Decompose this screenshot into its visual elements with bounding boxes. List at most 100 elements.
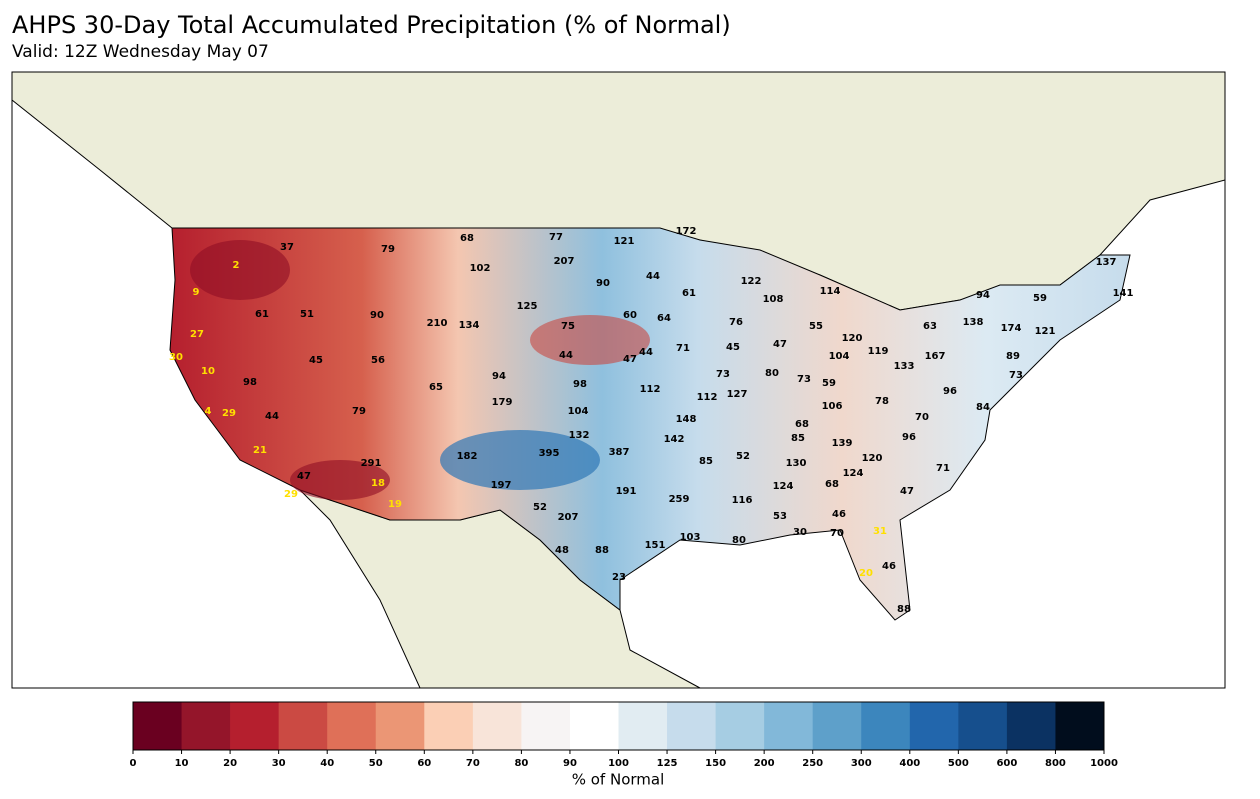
station-label: 134 [459,320,480,331]
station-label: 59 [822,378,836,389]
station-label: 53 [773,511,787,522]
colorbar-tick-label: 50 [369,758,383,769]
station-label: 259 [669,494,690,505]
station-label: 60 [623,310,637,321]
station-label: 44 [646,271,660,282]
colorbar-bin [1006,702,1056,750]
colorbar-tick-label: 0 [130,758,137,769]
colorbar-tick-label: 600 [996,758,1017,769]
station-label: 47 [900,486,914,497]
station-label: 79 [352,406,366,417]
station-label: 124 [843,468,864,479]
subtitle: Valid: 12Z Wednesday May 07 [12,42,269,62]
colorbar-bin [181,702,231,750]
station-label: 61 [682,288,696,299]
us-precip [169,227,1131,621]
colorbar-bin [861,702,911,750]
wet-area [440,430,600,490]
station-label: 68 [795,419,809,430]
colorbar-tick-label: 100 [608,758,629,769]
station-label: 19 [388,499,402,510]
station-label: 75 [561,321,575,332]
station-label: 395 [539,448,560,459]
station-label: 20 [859,568,873,579]
station-label: 139 [832,438,853,449]
station-label: 108 [763,294,784,305]
station-label: 98 [573,379,587,390]
station-label: 167 [925,351,946,362]
title: AHPS 30-Day Total Accumulated Precipitat… [12,11,731,39]
station-label: 98 [243,377,257,388]
station-label: 71 [936,463,950,474]
colorbar-tick-label: 80 [514,758,528,769]
station-label: 73 [1009,370,1023,381]
station-label: 79 [381,244,395,255]
station-label: 103 [680,532,701,543]
colorbar-bin [472,702,522,750]
colorbar-bin [375,702,425,750]
station-label: 112 [640,384,661,395]
station-label: 31 [873,526,887,537]
station-label: 119 [868,346,889,357]
colorbar-bin [764,702,814,750]
station-label: 122 [741,276,762,287]
station-label: 80 [765,368,779,379]
station-label: 85 [791,433,805,444]
colorbar-bin [569,702,619,750]
station-label: 151 [645,540,666,551]
station-label: 88 [595,545,609,556]
station-label: 23 [612,572,626,583]
station-label: 94 [976,290,990,301]
station-label: 104 [568,406,589,417]
station-label: 174 [1001,323,1022,334]
colorbar-tick-label: 70 [466,758,480,769]
colorbar-bin [327,702,377,750]
colorbar-label: % of Normal [572,771,665,789]
station-label: 96 [902,432,916,443]
station-label: 2 [233,260,240,271]
station-label: 73 [797,374,811,385]
station-label: 121 [614,236,635,247]
colorbar-bin [278,702,328,750]
colorbar-tick-label: 150 [705,758,726,769]
colorbar-tick-label: 60 [417,758,431,769]
station-label: 207 [554,256,575,267]
station-label: 210 [427,318,448,329]
dry-area [290,460,390,500]
station-label: 148 [676,414,697,425]
station-label: 52 [533,502,547,513]
station-label: 133 [894,361,915,372]
colorbar-tick-label: 20 [223,758,237,769]
colorbar-tick-label: 90 [563,758,577,769]
station-label: 142 [664,434,685,445]
station-label: 77 [549,232,563,243]
station-label: 76 [729,317,743,328]
station-label: 47 [773,339,787,350]
station-label: 68 [460,233,474,244]
station-label: 44 [265,411,279,422]
station-label: 120 [862,453,883,464]
station-label: 30 [793,527,807,538]
colorbar-bin [424,702,474,750]
station-label: 127 [727,389,748,400]
colorbar-bin [618,702,668,750]
station-label: 29 [222,408,236,419]
station-label: 44 [639,347,653,358]
station-label: 45 [726,342,740,353]
station-label: 10 [201,366,215,377]
station-label: 52 [736,451,750,462]
colorbar-tick-label: 1000 [1090,758,1118,769]
station-label: 197 [491,480,512,491]
station-label: 88 [897,604,911,615]
dry-area [530,315,650,365]
station-label: 106 [822,401,843,412]
station-label: 172 [676,226,697,237]
station-label: 21 [253,445,267,456]
station-label: 182 [457,451,478,462]
colorbar-tick-label: 125 [657,758,678,769]
station-label: 48 [555,545,569,556]
colorbar-bin [1055,702,1105,750]
station-label: 27 [190,329,204,340]
